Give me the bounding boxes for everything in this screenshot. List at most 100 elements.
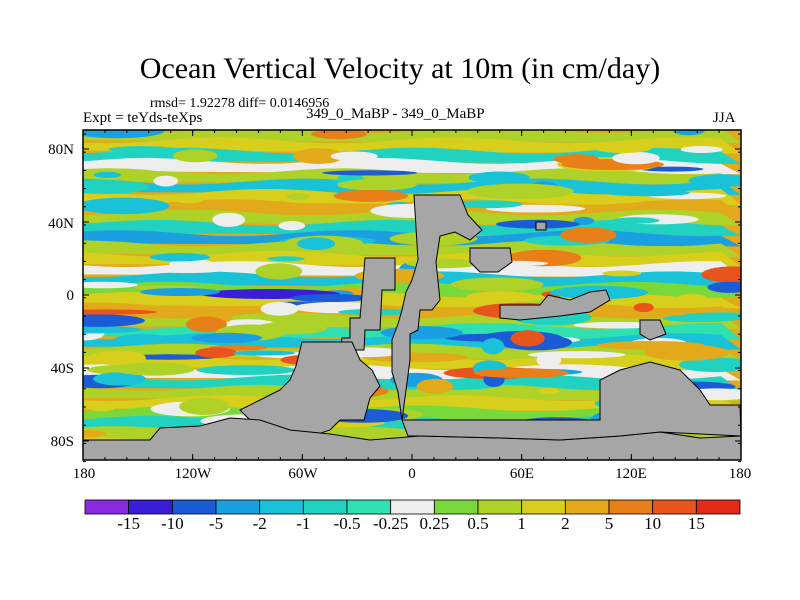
field-anomaly	[481, 338, 505, 355]
experiment-label: Expt = teYds-teXps	[83, 110, 203, 126]
field-anomaly	[153, 175, 179, 187]
field-anomaly	[195, 347, 238, 358]
field-anomaly	[83, 281, 138, 289]
field-anomaly	[602, 270, 642, 277]
axis-ticks	[82, 130, 742, 463]
field-anomaly	[86, 403, 117, 412]
lon-label-60e: 60E	[509, 466, 535, 482]
season-label: JJA	[713, 110, 736, 126]
lat-label-40s: 40S	[50, 361, 74, 377]
field-anomaly	[89, 350, 146, 366]
field-anomaly	[333, 189, 409, 202]
lon-label-180e: 180	[728, 466, 752, 482]
stats-label: rmsd= 1.92278 diff= 0.0146956	[150, 96, 330, 111]
field-anomaly	[255, 321, 327, 335]
equatorial-core	[290, 294, 370, 302]
field-anomaly	[639, 166, 704, 172]
land-mask	[83, 194, 741, 460]
map-title: Ocean Vertical Velocity at 10m (in cm/da…	[139, 52, 661, 85]
colorbar-label: -0.25	[372, 514, 409, 533]
colorbar-label: 10	[644, 514, 662, 533]
field-anomaly	[179, 398, 230, 415]
land-africa-eurasia	[391, 194, 741, 441]
field-anomaly	[473, 368, 569, 378]
cases-label: 349_0_MaBP - 349_0_MaBP	[306, 106, 485, 122]
lon-label-120w: 120W	[174, 466, 212, 482]
field-anomaly	[191, 332, 263, 343]
colorbar-label: 0.25	[419, 514, 450, 533]
colorbar-label: 2	[561, 514, 570, 533]
lat-label-0: 0	[66, 288, 75, 304]
colorbar-label: 15	[687, 514, 705, 533]
field-anomaly	[322, 170, 418, 176]
field-anomaly	[83, 309, 157, 315]
lat-label-40n: 40N	[48, 216, 74, 232]
field-anomaly	[260, 302, 299, 316]
field-band	[83, 364, 741, 381]
field-anomaly	[293, 148, 344, 164]
lon-label-60w: 60W	[288, 466, 318, 482]
colorbar-label: 0.5	[467, 514, 489, 533]
field-anomaly	[450, 200, 523, 209]
colorbar-label: -5	[208, 514, 224, 533]
field-anomaly	[83, 197, 170, 215]
field-anomaly	[174, 194, 205, 204]
field-anomaly	[538, 387, 560, 395]
colorbar-label: -15	[117, 514, 140, 533]
field-anomaly	[83, 326, 142, 334]
field-anomaly	[462, 130, 509, 139]
lon-label-120e: 120E	[615, 466, 647, 482]
field-anomaly	[83, 130, 165, 139]
field-anomaly	[143, 165, 201, 172]
field-anomaly	[701, 266, 741, 283]
lat-label-80s: 80S	[50, 434, 74, 450]
field-anomaly	[330, 151, 378, 161]
field-anomaly	[644, 344, 730, 361]
field-anomaly	[113, 362, 195, 376]
field-anomaly	[560, 227, 617, 243]
field-anomaly	[573, 321, 661, 329]
field-anomaly	[466, 291, 536, 302]
colorbar-label: -10	[160, 514, 184, 533]
field-anomaly	[83, 314, 145, 327]
field-anomaly	[450, 277, 544, 292]
land-small-island	[535, 221, 547, 231]
field-anomaly	[255, 263, 303, 280]
colorbar-label: -0.5	[333, 514, 361, 533]
field-anomaly	[633, 302, 654, 313]
colorbar-label: -1	[296, 514, 311, 533]
field-anomaly	[510, 330, 545, 347]
land-east-block	[639, 319, 667, 341]
field-anomaly	[115, 334, 172, 345]
colorbar-label: 5	[604, 514, 614, 533]
colorbar-label: -2	[252, 514, 267, 533]
field-anomaly	[267, 256, 305, 262]
field-anomaly	[93, 171, 121, 178]
field-anomaly	[149, 253, 211, 262]
field-anomaly	[311, 130, 367, 140]
field-anomaly	[468, 171, 530, 184]
field-anomaly	[297, 237, 336, 250]
field-anomaly	[676, 294, 708, 302]
field-anomaly	[172, 149, 218, 163]
field-anomaly	[605, 189, 691, 197]
field-anomaly	[108, 146, 175, 153]
field-anomaly	[416, 378, 454, 394]
lat-label-80n: 80N	[48, 142, 74, 158]
field-anomaly	[186, 316, 227, 333]
field-anomaly	[196, 365, 296, 375]
field-anomaly	[678, 357, 741, 373]
land-middle-block	[469, 247, 513, 273]
lon-label-180w: 180	[72, 466, 96, 482]
lon-label-0: 0	[408, 466, 416, 482]
field-anomaly	[93, 372, 146, 386]
field-anomaly	[680, 146, 723, 153]
velocity-anomalies	[83, 130, 741, 460]
field-anomaly	[573, 216, 595, 225]
field-anomaly	[83, 430, 106, 438]
field-anomaly	[688, 174, 741, 187]
field-anomaly	[83, 180, 149, 194]
field-anomaly	[527, 351, 626, 359]
equatorial-core	[140, 288, 220, 296]
